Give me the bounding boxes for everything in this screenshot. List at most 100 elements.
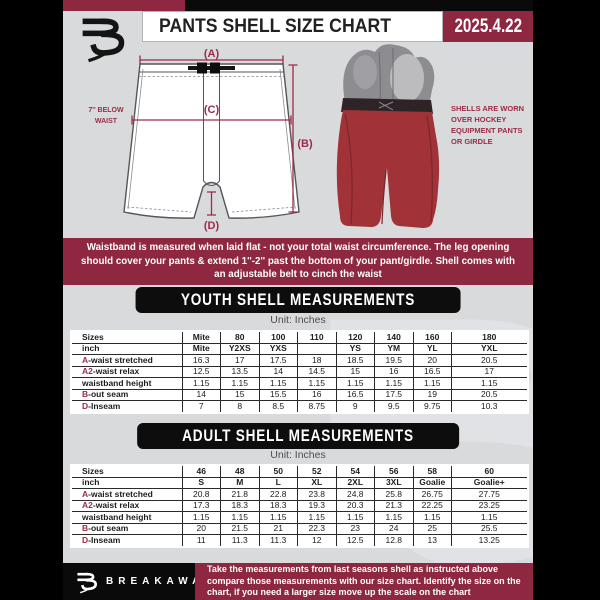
cell-value: YL bbox=[412, 342, 452, 355]
row-label: B-out seam bbox=[70, 388, 183, 401]
cell-value: 140 bbox=[374, 330, 414, 344]
breakaway-b-logo-icon bbox=[82, 18, 125, 63]
title-box: PANTS SHELL SIZE CHART bbox=[142, 11, 443, 42]
cell-value: 1.15 bbox=[412, 511, 452, 524]
cell-value: 48 bbox=[220, 464, 260, 478]
cell-value: YXL bbox=[451, 342, 528, 355]
cell-value: 17.3 bbox=[181, 499, 221, 512]
cell-value: 20.5 bbox=[451, 354, 528, 367]
cell-value: 16 bbox=[374, 365, 414, 378]
page-title: PANTS SHELL SIZE CHART bbox=[159, 15, 392, 37]
cell-value: 13.5 bbox=[220, 365, 260, 378]
cell-value: M bbox=[220, 476, 260, 489]
cell-value: 12.5 bbox=[335, 534, 375, 547]
cell-value: 26.75 bbox=[412, 488, 452, 501]
cell-value: 17.5 bbox=[258, 354, 298, 367]
cell-value: S bbox=[181, 476, 221, 489]
cell-value: 11 bbox=[181, 534, 221, 547]
cell-value: Mite bbox=[181, 342, 221, 355]
row-label: A-waist stretched bbox=[70, 488, 183, 501]
document: PANTS SHELL SIZE CHART 2025.4.22 bbox=[63, 0, 533, 600]
cell-value: 1.15 bbox=[181, 377, 221, 390]
equipment-pants-graphic bbox=[343, 44, 435, 106]
cell-value: 21.8 bbox=[220, 488, 260, 501]
adult-unit-label: Unit: Inches bbox=[270, 449, 326, 461]
cell-value: 27.75 bbox=[451, 488, 528, 501]
cell-value: XL bbox=[297, 476, 337, 489]
cell-value: 46 bbox=[181, 464, 221, 478]
waist-note: 7'' BELOW WAIST bbox=[88, 107, 124, 125]
measure-label-a: (A) bbox=[204, 48, 220, 60]
table-row: A-waist stretched 16.3 17 17.5 18 18.5 19.5 20 2… bbox=[70, 354, 528, 367]
cell-value: 12.5 bbox=[181, 365, 221, 378]
belt-buckle bbox=[188, 62, 235, 74]
cell-value: 20.8 bbox=[181, 488, 221, 501]
cell-value: 16.3 bbox=[181, 354, 221, 367]
cell-value: 18 bbox=[297, 354, 337, 367]
fly-stitch bbox=[203, 65, 220, 186]
cell-value: 1.15 bbox=[374, 511, 414, 524]
measure-label-b: (B) bbox=[297, 138, 313, 150]
cell-value: Goalie bbox=[412, 476, 452, 489]
measure-line-a bbox=[139, 55, 284, 65]
cell-value: Y2XS bbox=[220, 342, 260, 355]
table-row: A2-waist relax 12.5 13.5 14 14.5 15 16 16.5 17 bbox=[70, 365, 528, 378]
cell-value: 20.5 bbox=[451, 388, 528, 401]
cell-value: 1.15 bbox=[335, 377, 375, 390]
cell-value: 1.15 bbox=[181, 511, 221, 524]
row-label: A2-waist relax bbox=[70, 365, 183, 378]
cell-value: Goalie+ bbox=[451, 476, 528, 489]
cell-value: 8.75 bbox=[297, 400, 337, 413]
cell-value: 110 bbox=[297, 330, 337, 344]
table-row: inch S M L XL 2XL 3XL Goalie Goalie+ bbox=[70, 476, 528, 489]
cell-value: 10.3 bbox=[451, 400, 528, 413]
cell-value: 25.8 bbox=[374, 488, 414, 501]
table-row: B-out seam 20 21.5 21 22.3 23 24 25 25.5 bbox=[70, 522, 528, 535]
cell-value: 100 bbox=[258, 330, 298, 344]
row-label: Sizes bbox=[70, 330, 183, 344]
cell-value: 24.8 bbox=[335, 488, 375, 501]
row-label: A-waist stretched bbox=[70, 354, 183, 367]
right-black-margin bbox=[533, 0, 600, 600]
cell-value: 21.5 bbox=[220, 522, 260, 535]
cell-value: 120 bbox=[335, 330, 375, 344]
cell-value: 17.5 bbox=[374, 388, 414, 401]
shorts-outline bbox=[123, 63, 300, 219]
date-badge: 2025.4.22 bbox=[443, 11, 533, 42]
info-banner: Waistband is measured when laid flat - n… bbox=[63, 238, 533, 285]
cell-value: 13 bbox=[412, 534, 452, 547]
cell-value: 17 bbox=[220, 354, 260, 367]
date-label: 2025.4.22 bbox=[454, 15, 522, 37]
cell-value: 16.5 bbox=[335, 388, 375, 401]
top-strip-black bbox=[185, 0, 533, 11]
cell-value: L bbox=[258, 476, 298, 489]
row-label: Sizes bbox=[70, 464, 183, 478]
shell-graphic bbox=[336, 98, 440, 228]
cell-value: 19 bbox=[412, 388, 452, 401]
cell-value: 11.3 bbox=[258, 534, 298, 547]
cell-value: YS bbox=[335, 342, 375, 355]
cell-value: 20 bbox=[412, 354, 452, 367]
cell-value: 12 bbox=[297, 534, 337, 547]
cell-value: 23.25 bbox=[451, 499, 528, 512]
table-row: inch Mite Y2XS YXS YS YM YL YXL bbox=[70, 342, 528, 355]
cell-value: 16.5 bbox=[412, 365, 452, 378]
youth-unit-label: Unit: Inches bbox=[270, 314, 326, 326]
cell-value: 18.3 bbox=[220, 499, 260, 512]
adult-section-banner: ADULT SHELL MEASUREMENTS bbox=[137, 423, 459, 449]
cell-value: 1.15 bbox=[451, 377, 528, 390]
top-strip-maroon bbox=[63, 0, 185, 11]
row-label: D-Inseam bbox=[70, 534, 183, 547]
cell-value: 50 bbox=[258, 464, 298, 478]
cell-value: 19.5 bbox=[374, 354, 414, 367]
measure-line-c bbox=[131, 115, 292, 125]
cell-value: 160 bbox=[412, 330, 452, 344]
youth-measurements-table: Sizes Mite 80 100 110 120 140 160 180 inch Mite Y2X… bbox=[70, 330, 529, 414]
cell-value: 14 bbox=[258, 365, 298, 378]
measure-label-d: (D) bbox=[204, 220, 220, 232]
row-label: B-out seam bbox=[70, 522, 183, 535]
table-row: A-waist stretched 20.8 21.8 22.8 23.8 24.8 25.… bbox=[70, 488, 528, 501]
cell-value bbox=[297, 342, 337, 355]
row-label: waistband height bbox=[70, 511, 183, 524]
